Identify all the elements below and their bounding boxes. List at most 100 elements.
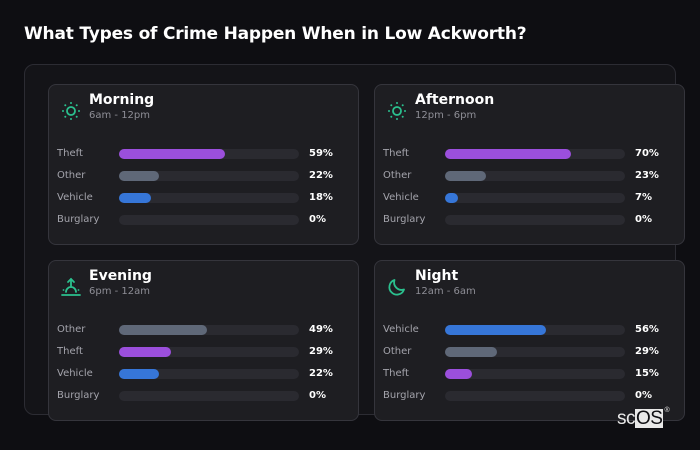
card-title: Evening [89, 268, 152, 284]
card-title: Afternoon [415, 92, 495, 108]
bar-track [119, 347, 299, 357]
sun-icon [60, 100, 82, 122]
time-range: 6pm - 12am [89, 286, 151, 297]
crime-type-label: Theft [383, 368, 409, 379]
bar-fill-theft [119, 149, 226, 159]
bar-fill-vehicle [119, 369, 159, 379]
card-title: Morning [89, 92, 155, 108]
bar-fill-theft [119, 347, 172, 357]
crime-type-label: Burglary [57, 390, 100, 401]
crime-type-label: Other [383, 346, 412, 357]
crime-type-label: Vehicle [57, 192, 93, 203]
percent-value: 29% [309, 346, 333, 357]
crime-type-label: Other [57, 324, 86, 335]
page-title: What Types of Crime Happen When in Low A… [24, 24, 527, 44]
time-card-night: Night 12am - 6am Vehicle 56% Other 29% T… [374, 260, 685, 421]
bar-track [119, 215, 299, 225]
bar-track [119, 369, 299, 379]
time-card-morning: Morning 6am - 12pm Theft 59% Other 22% V… [48, 84, 359, 245]
crime-row: Burglary 0% [383, 213, 678, 235]
crime-row: Burglary 0% [57, 213, 352, 235]
bar-track [119, 391, 299, 401]
time-range: 6am - 12pm [89, 110, 151, 121]
bar-track [119, 171, 299, 181]
crime-type-label: Vehicle [383, 192, 419, 203]
crime-row: Vehicle 7% [383, 191, 678, 213]
crime-row: Vehicle 22% [57, 367, 352, 389]
bar-fill-other [445, 171, 487, 181]
crime-bars: Theft 59% Other 22% Vehicle 18% [57, 147, 352, 235]
crime-row: Theft 29% [57, 345, 352, 367]
crime-type-label: Burglary [383, 390, 426, 401]
crime-row: Other 29% [383, 345, 678, 367]
bar-fill-other [119, 171, 159, 181]
bar-track [445, 369, 625, 379]
crime-bars: Theft 70% Other 23% Vehicle 7% [383, 147, 678, 235]
percent-value: 0% [635, 390, 652, 401]
bar-fill-vehicle [119, 193, 152, 203]
bar-fill-vehicle [445, 325, 546, 335]
time-range: 12pm - 6pm [415, 110, 477, 121]
crime-row: Burglary 0% [57, 389, 352, 411]
crime-row: Other 49% [57, 323, 352, 345]
percent-value: 49% [309, 324, 333, 335]
logo-registered-mark: ® [664, 407, 670, 414]
moon-icon [386, 276, 408, 298]
time-range: 12am - 6am [415, 286, 476, 297]
percent-value: 0% [635, 214, 652, 225]
bar-fill-vehicle [445, 193, 458, 203]
crime-type-label: Burglary [383, 214, 426, 225]
bar-track [119, 149, 299, 159]
bar-fill-other [445, 347, 498, 357]
crime-row: Theft 70% [383, 147, 678, 169]
crime-type-label: Theft [57, 148, 83, 159]
bar-track [445, 325, 625, 335]
bar-fill-theft [445, 149, 571, 159]
percent-value: 0% [309, 214, 326, 225]
percent-value: 70% [635, 148, 659, 159]
crime-row: Theft 59% [57, 147, 352, 169]
percent-value: 22% [309, 368, 333, 379]
bar-track [445, 391, 625, 401]
crime-type-label: Theft [383, 148, 409, 159]
crime-bars: Vehicle 56% Other 29% Theft 15% [383, 323, 678, 411]
percent-value: 23% [635, 170, 659, 181]
crime-row: Vehicle 18% [57, 191, 352, 213]
bar-track [445, 171, 625, 181]
percent-value: 59% [309, 148, 333, 159]
percent-value: 29% [635, 346, 659, 357]
logo-os-text: OS [635, 408, 664, 429]
crime-type-label: Other [383, 170, 412, 181]
crime-type-label: Vehicle [383, 324, 419, 335]
time-card-afternoon: Afternoon 12pm - 6pm Theft 70% Other 23%… [374, 84, 685, 245]
crime-type-label: Theft [57, 346, 83, 357]
crime-type-label: Vehicle [57, 368, 93, 379]
time-card-evening: Evening 6pm - 12am Other 49% Theft 29% V… [48, 260, 359, 421]
logo-sc-text: sc [617, 408, 636, 429]
bar-track [445, 149, 625, 159]
crime-type-label: Burglary [57, 214, 100, 225]
crime-row: Theft 15% [383, 367, 678, 389]
bar-fill-other [119, 325, 208, 335]
crime-row: Burglary 0% [383, 389, 678, 411]
percent-value: 22% [309, 170, 333, 181]
card-title: Night [415, 268, 459, 284]
bar-track [119, 325, 299, 335]
crime-bars: Other 49% Theft 29% Vehicle 22% [57, 323, 352, 411]
scos-logo: sc OS ® [617, 407, 670, 429]
percent-value: 7% [635, 192, 652, 203]
crime-row: Other 23% [383, 169, 678, 191]
bar-track [445, 347, 625, 357]
sunset-icon [60, 276, 82, 298]
crime-row: Other 22% [57, 169, 352, 191]
bar-track [119, 193, 299, 203]
sun-icon [386, 100, 408, 122]
bar-fill-theft [445, 369, 472, 379]
crime-row: Vehicle 56% [383, 323, 678, 345]
percent-value: 0% [309, 390, 326, 401]
percent-value: 15% [635, 368, 659, 379]
bar-track [445, 215, 625, 225]
bar-track [445, 193, 625, 203]
percent-value: 18% [309, 192, 333, 203]
